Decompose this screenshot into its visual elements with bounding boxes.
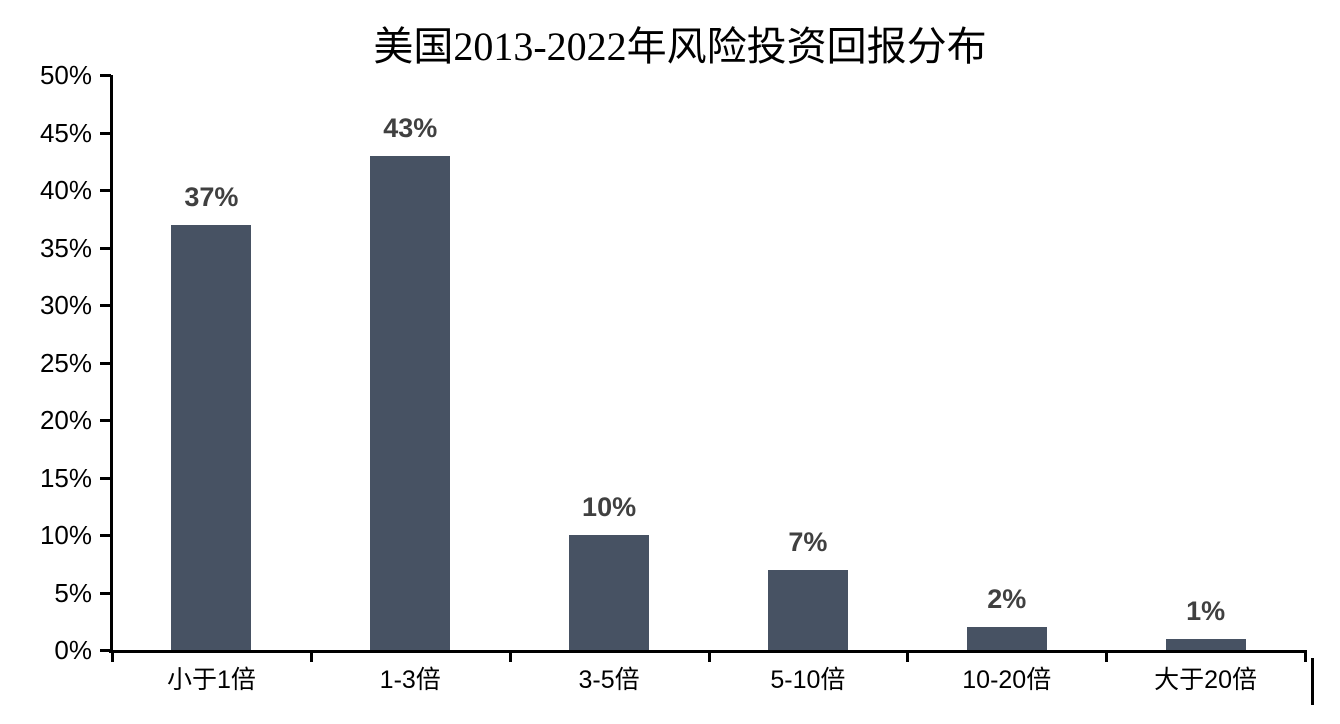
x-axis-tick [1105,650,1109,662]
x-axis-category-label: 大于20倍 [1154,666,1257,694]
bar-value-label: 2% [987,584,1027,614]
bar [966,627,1047,650]
y-axis-tick [100,246,111,250]
x-axis-category-label: 小于1倍 [166,666,256,694]
bar [171,224,252,650]
bar [569,535,650,650]
y-axis-tick-label: 25% [39,347,92,378]
x-axis-category-label: 3-5倍 [578,666,640,694]
y-axis-tick [100,189,111,192]
y-axis-line [110,75,113,652]
x-axis-category-label: 5-10倍 [770,666,846,694]
y-axis-tick-label: 10% [39,520,92,550]
bar-value-label: 43% [383,112,438,143]
y-axis-tick-label: 30% [39,290,92,320]
x-axis-category-label: 1-3倍 [379,666,441,694]
x-axis-tick [1304,650,1307,662]
x-axis-tick [707,650,711,662]
y-axis-tick-label: 40% [39,175,92,205]
y-axis-tick [100,131,111,135]
x-axis-tick [111,650,114,662]
y-axis-tick [100,361,111,365]
y-axis-tick [100,74,111,77]
y-axis-tick [100,649,111,652]
y-axis-tick-label: 0% [54,635,92,665]
x-axis-category-label: 10-20倍 [962,666,1052,694]
y-axis-tick-label: 35% [39,232,92,263]
plot-area: 0% 5% 10% 15% 20% 25% 30% 35% 40% 45% 50% 37% 小于1倍 43… [40,60,1307,694]
chart-title: 美国2013-2022年风险投资回报分布 [373,24,987,69]
y-axis-tick-label: 5% [54,577,92,608]
bar-value-label: 7% [788,526,828,557]
bar [1165,638,1246,650]
y-axis-tick-label: 50% [39,60,92,90]
y-axis-tick-label: 45% [39,117,92,148]
y-axis-tick [100,591,111,595]
x-axis-tick [508,650,512,662]
x-axis-tick [309,650,313,662]
bar-value-label: 37% [184,181,239,212]
y-axis-tick-label: 15% [39,462,92,493]
y-axis-tick-label: 20% [39,405,92,435]
bar-value-label: 10% [582,492,637,522]
bar [767,569,848,650]
bar [370,155,451,650]
bar-value-label: 1% [1186,595,1226,626]
y-axis-tick [100,304,111,307]
right-border-mark [1311,658,1314,705]
y-axis-tick [100,419,111,422]
y-axis-tick [100,476,111,480]
y-axis-tick [100,534,111,537]
x-axis-tick [906,650,910,662]
